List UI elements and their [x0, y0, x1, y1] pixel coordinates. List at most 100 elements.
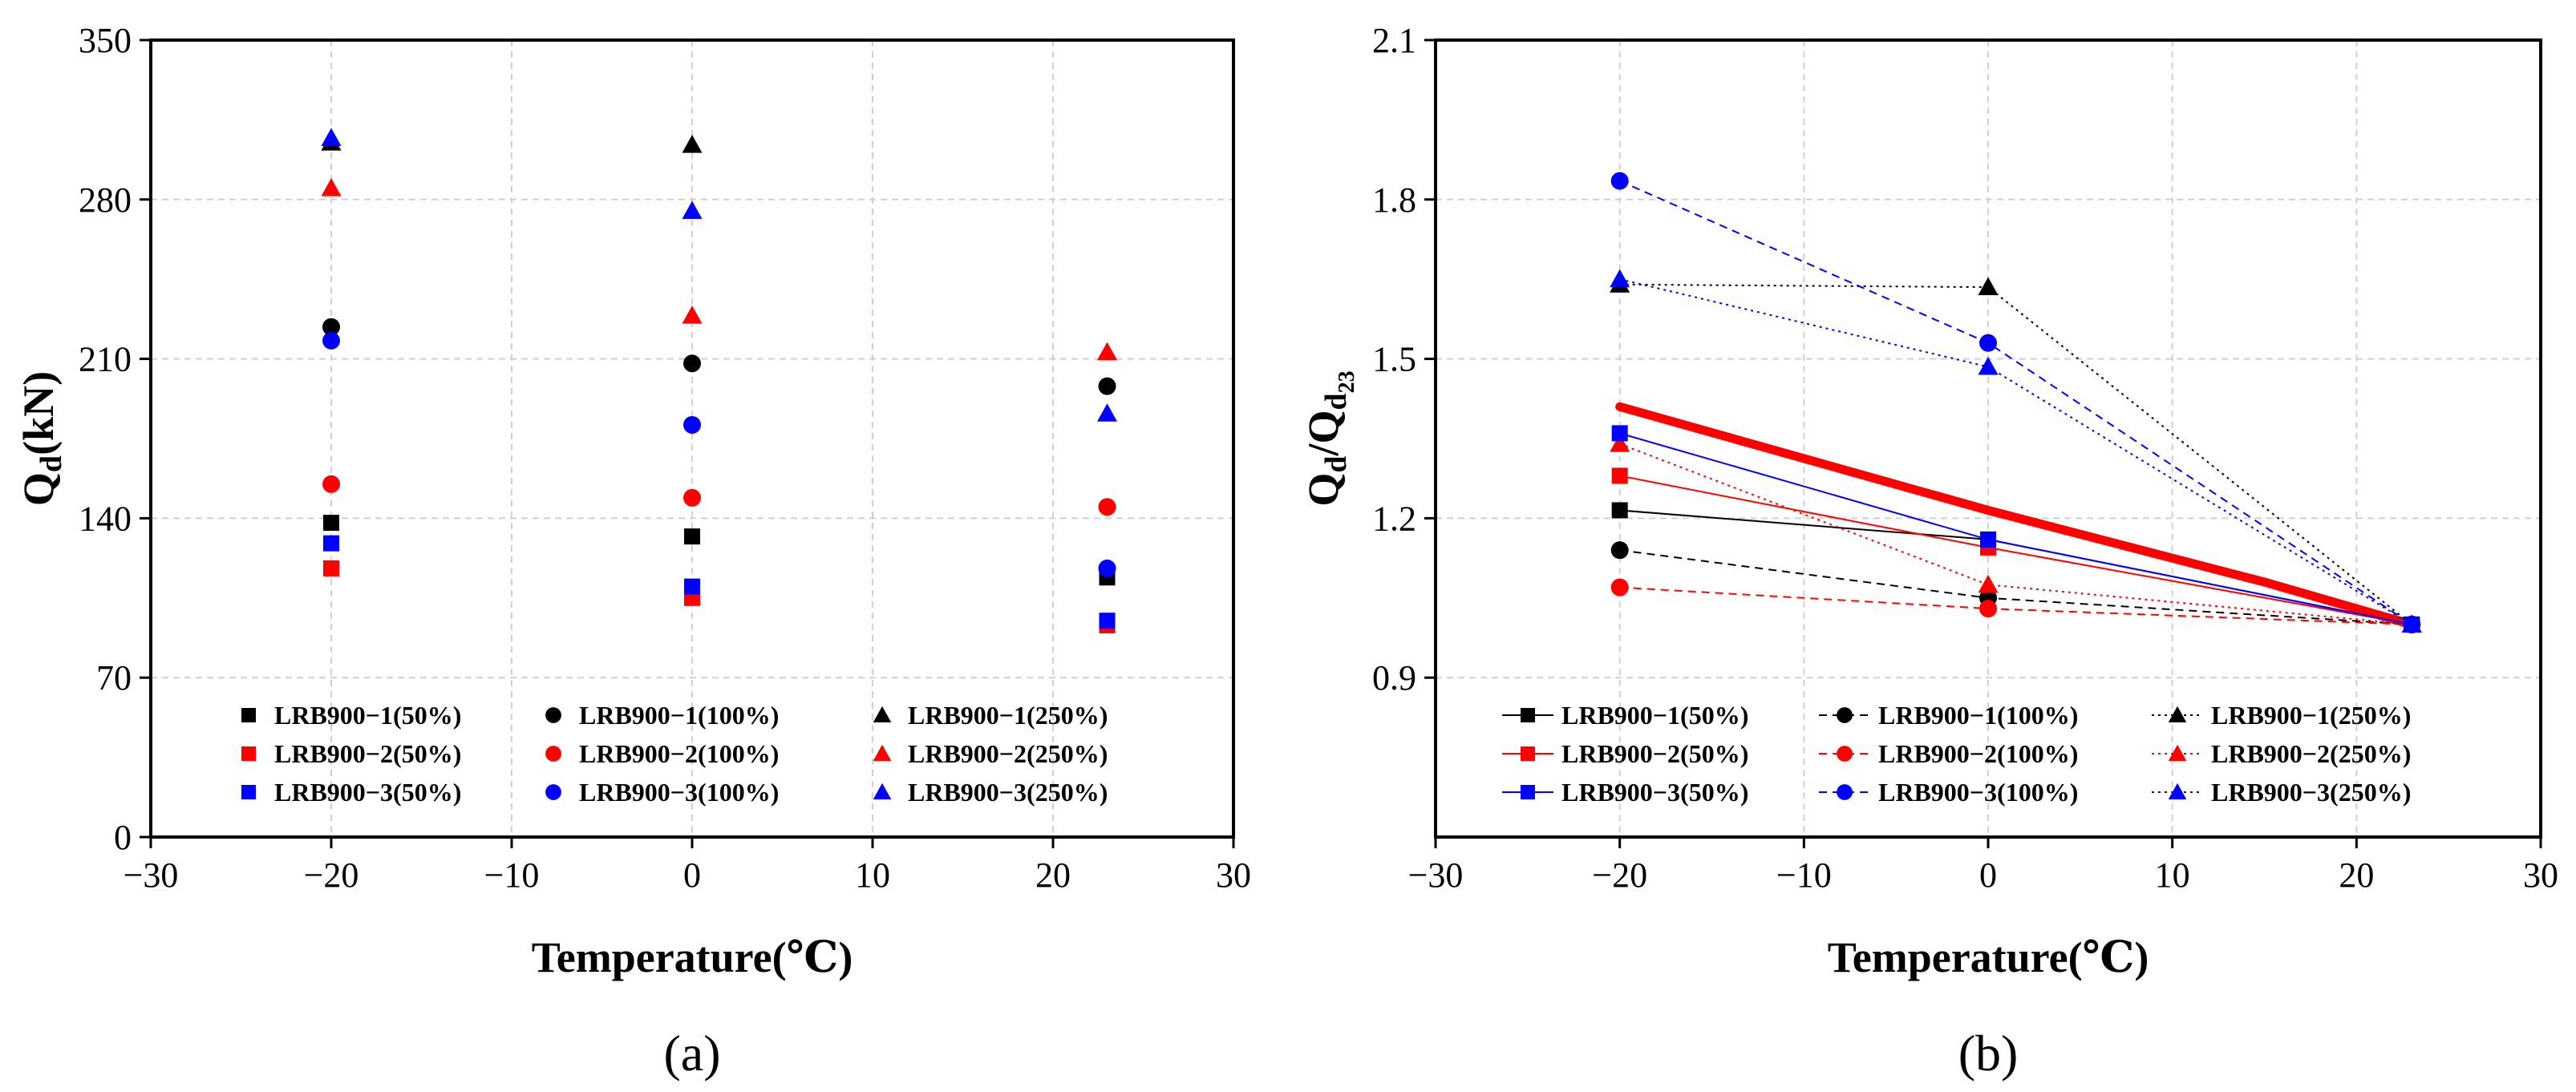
legend-marker	[1521, 785, 1535, 799]
y-tick-label: 280	[79, 180, 132, 220]
data-point-lrb900-2-100	[1098, 498, 1116, 516]
data-point-lrb900-3-250	[2401, 614, 2422, 633]
data-point-lrb900-3-250	[1610, 269, 1630, 288]
legend-label: LRB900−3(50%)	[1561, 778, 1748, 807]
data-point-lrb900-3-250	[682, 200, 703, 219]
legend-label: LRB900−1(100%)	[1878, 701, 2078, 730]
legend-marker	[545, 746, 561, 762]
legend-marker	[1521, 708, 1535, 722]
legend-label: LRB900−1(50%)	[1561, 701, 1748, 730]
chart-a-x-axis-label: Temperature(℃)	[532, 933, 853, 981]
data-point-lrb900-3-250	[1978, 357, 1999, 375]
data-point-lrb900-2-100	[322, 475, 340, 493]
x-tick-label: −10	[484, 855, 540, 895]
y-tick-label: 1.8	[1372, 180, 1416, 220]
legend-marker	[2168, 706, 2187, 722]
legend-marker	[2168, 744, 2187, 761]
legend-item-lrb900-2-100: LRB900−2(100%)	[1819, 739, 2078, 768]
legend-marker	[1837, 707, 1853, 723]
legend-marker	[1521, 746, 1535, 761]
legend-item-lrb900-1-250: LRB900−1(250%)	[2152, 701, 2411, 730]
legend-label: LRB900−3(100%)	[1878, 778, 2078, 807]
legend-label: LRB900−3(250%)	[908, 778, 1108, 807]
chart-a-marks	[321, 127, 1117, 633]
data-point-lrb900-2-50	[323, 560, 339, 576]
chart-a-legend: LRB900−1(50%) LRB900−1(100%) LRB900−1(250%…	[241, 701, 1108, 807]
x-tick-label: 10	[855, 855, 890, 895]
legend-label: LRB900−3(50%)	[274, 778, 461, 807]
data-point-lrb900-2-100	[1610, 578, 1629, 597]
x-tick-label: −30	[124, 855, 179, 895]
legend-label: LRB900−2(100%)	[1878, 739, 2078, 768]
data-point-lrb900-3-50	[323, 535, 339, 552]
data-point-lrb900-1-50	[684, 528, 700, 545]
legend-item-lrb900-2-50: LRB900−2(50%)	[1502, 739, 1748, 768]
x-tick-label: 20	[1035, 855, 1071, 895]
legend-label: LRB900−1(250%)	[2211, 701, 2411, 730]
data-point-lrb900-3-50	[1099, 613, 1116, 629]
x-tick-label: 20	[2339, 855, 2374, 895]
legend-marker	[545, 707, 561, 723]
chart-b: LRB900−1(50%) LRB900−1(100%) LRB900−1(250%…	[1299, 21, 2558, 1082]
data-point-lrb900-3-100	[1098, 559, 1116, 577]
legend-item-lrb900-1-250: LRB900−1(250%)	[873, 701, 1108, 730]
legend-item-lrb900-1-50: LRB900−1(50%)	[1502, 701, 1748, 730]
legend-label: LRB900−2(250%)	[2211, 739, 2411, 768]
data-point-lrb900-2-250	[682, 305, 703, 324]
x-tick-label: 30	[2523, 855, 2558, 895]
legend-item-lrb900-3-250: LRB900−3(250%)	[873, 778, 1108, 807]
legend-item-lrb900-3-50: LRB900−3(50%)	[241, 778, 461, 807]
data-point-lrb900-1-50	[323, 515, 339, 532]
data-point-lrb900-1-100	[683, 354, 701, 373]
series-line-lrb900-1-250	[1619, 283, 2412, 625]
chart-b-legend: LRB900−1(50%) LRB900−1(100%) LRB900−1(250%…	[1502, 701, 2411, 807]
data-point-lrb900-1-50	[1611, 502, 1628, 519]
legend-item-lrb900-2-250: LRB900−2(250%)	[2152, 739, 2411, 768]
legend-item-lrb900-3-100: LRB900−3(100%)	[1819, 778, 2078, 807]
y-tick-label: 70	[96, 658, 132, 698]
legend-item-lrb900-1-100: LRB900−1(100%)	[1819, 701, 2078, 730]
data-point-lrb900-2-100	[1979, 600, 1997, 618]
x-tick-label: 0	[1979, 855, 1997, 895]
legend-marker	[241, 708, 256, 722]
x-tick-label: −10	[1776, 855, 1832, 895]
legend-item-lrb900-3-50: LRB900−3(50%)	[1502, 778, 1748, 807]
chart-b-panel-label: (b)	[1958, 1025, 2019, 1082]
data-point-lrb900-2-100	[683, 488, 701, 507]
legend-label: LRB900−2(50%)	[1561, 739, 1748, 768]
series-line-lrb900-2-250	[1619, 443, 2412, 625]
data-point-lrb900-2-250	[1097, 342, 1117, 361]
y-tick-label: 210	[79, 340, 132, 379]
legend-marker	[1837, 746, 1853, 762]
data-point-lrb900-3-250	[1097, 403, 1117, 422]
data-point-lrb900-3-50	[1611, 425, 1628, 442]
fit-trend-line	[1615, 402, 2416, 629]
legend-marker	[1837, 784, 1853, 800]
y-tick-label: 1.2	[1372, 499, 1416, 538]
data-point-lrb900-3-250	[321, 127, 342, 147]
x-tick-label: −30	[1408, 855, 1464, 895]
data-point-lrb900-1-100	[322, 317, 340, 336]
data-point-lrb900-2-250	[321, 178, 342, 196]
y-tick-label: 140	[79, 499, 132, 538]
legend-item-lrb900-1-50: LRB900−1(50%)	[241, 701, 461, 730]
legend-label: LRB900−2(50%)	[274, 739, 461, 768]
legend-label: LRB900−1(250%)	[908, 701, 1108, 730]
legend-marker	[545, 784, 561, 800]
legend-marker	[241, 746, 256, 761]
legend-marker	[2168, 783, 2187, 799]
y-tick-label: 350	[79, 21, 132, 60]
legend-marker	[873, 783, 892, 799]
y-tick-label: 1.5	[1372, 340, 1416, 379]
series-line-lrb900-3-100	[1619, 180, 2412, 625]
data-point-lrb900-1-100	[1098, 377, 1116, 395]
series-line-lrb900-2-50	[1619, 475, 2412, 625]
chart-b-ticks: −30 −20 −10 0 10 20 30 0.9 1.2 1.5 1.8 2.1	[1372, 21, 2558, 895]
data-point-lrb900-2-250	[1978, 574, 1999, 593]
data-point-lrb900-3-50	[1980, 531, 1996, 548]
legend-item-lrb900-2-50: LRB900−2(50%)	[241, 739, 461, 768]
data-point-lrb900-3-100	[322, 331, 340, 350]
data-point-lrb900-3-100	[1610, 172, 1629, 190]
x-tick-label: 0	[683, 855, 701, 895]
